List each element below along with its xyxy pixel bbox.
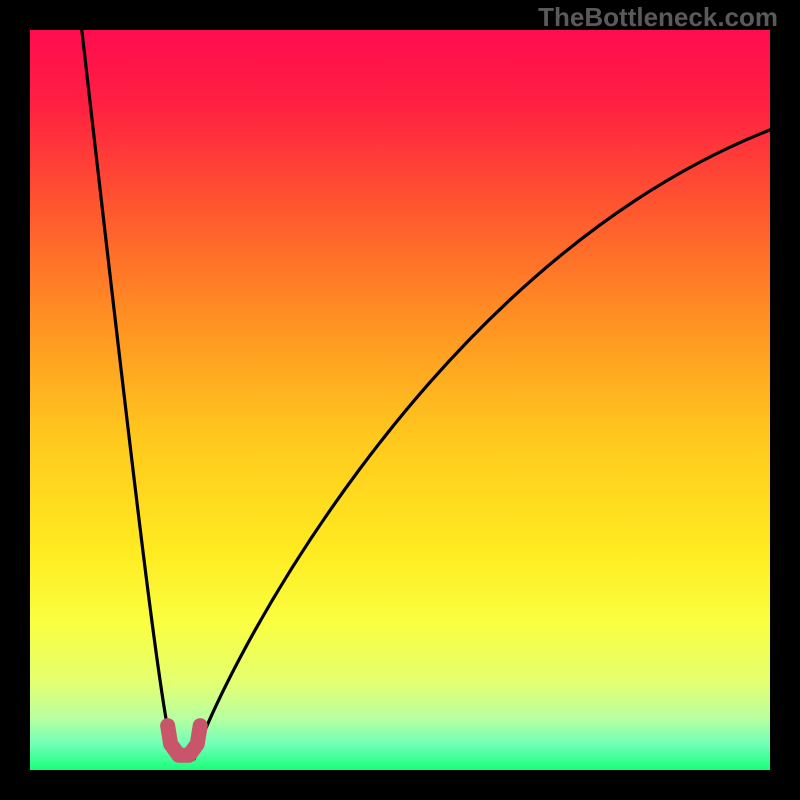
gradient-background (30, 30, 770, 770)
plot-area (30, 30, 770, 770)
chart-stage: TheBottleneck.com (0, 0, 800, 800)
watermark-text: TheBottleneck.com (538, 2, 778, 33)
